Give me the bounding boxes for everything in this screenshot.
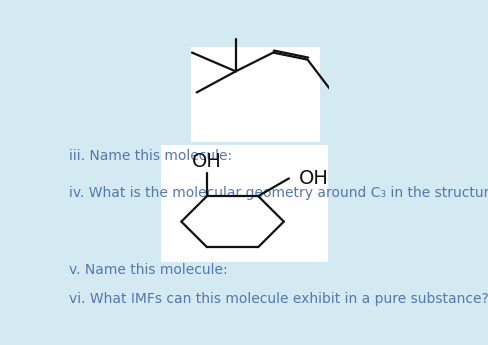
Text: iii. Name this molecule:: iii. Name this molecule:: [68, 149, 232, 163]
Text: v. Name this molecule:: v. Name this molecule:: [68, 263, 227, 277]
Text: vi. What IMFs can this molecule exhibit in a pure substance?: vi. What IMFs can this molecule exhibit …: [68, 293, 488, 306]
Text: OH: OH: [299, 169, 329, 188]
Text: OH: OH: [192, 152, 222, 171]
FancyBboxPatch shape: [161, 145, 327, 262]
Text: iv. What is the molecular geometry around C₃ in the structure iii?: iv. What is the molecular geometry aroun…: [68, 186, 488, 200]
FancyBboxPatch shape: [191, 47, 320, 142]
